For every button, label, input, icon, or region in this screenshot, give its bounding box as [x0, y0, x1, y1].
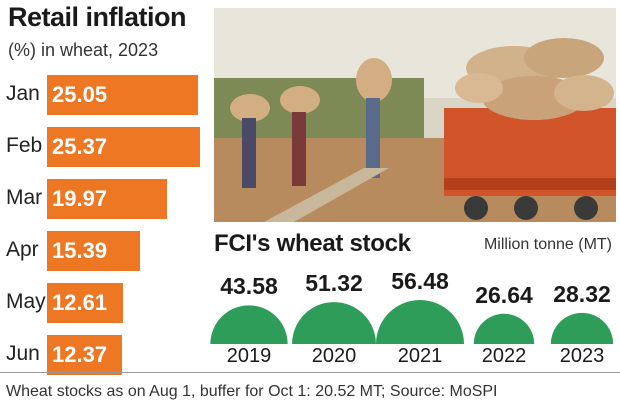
inflation-value-label: 19.97	[52, 186, 108, 211]
inflation-bar	[47, 335, 122, 375]
wheat-loading-photo	[214, 8, 616, 222]
wheat-loading-illustration	[214, 8, 616, 222]
stock-year-label: 2021	[397, 345, 443, 367]
inflation-bar	[47, 75, 198, 115]
retail-inflation-title: Retail inflation	[8, 2, 187, 32]
inflation-value-label: 25.37	[52, 134, 108, 159]
month-label: Apr	[6, 238, 39, 261]
stock-value-label: 43.58	[220, 273, 278, 300]
stock-year-label: 2020	[311, 345, 357, 367]
source-footnote: Wheat stocks as on Aug 1, buffer for Oct…	[6, 383, 498, 400]
wheat-stock-dome	[292, 302, 376, 344]
stock-value-label: 51.32	[305, 270, 363, 297]
inflation-bar-row: Jun 12.37	[0, 335, 210, 375]
inflation-bar	[47, 283, 123, 323]
wheat-stock-dome	[550, 312, 614, 344]
stock-year-label: 2023	[559, 345, 605, 367]
wheat-stock-dome	[473, 313, 535, 344]
month-label: May	[6, 290, 46, 313]
retail-inflation-subtitle: (%) in wheat, 2023	[8, 40, 159, 60]
inflation-value-label: 15.39	[52, 238, 108, 263]
stock-value-label: 26.64	[475, 281, 533, 308]
fci-wheat-stock-title: FCI's wheat stock	[214, 230, 411, 257]
wheat-stock-dome	[210, 305, 288, 344]
inflation-bar-row: Jan 25.05	[0, 75, 210, 115]
inflation-value-label: 12.61	[52, 290, 108, 315]
inflation-value-label: 12.37	[52, 342, 108, 367]
month-label: Jun	[6, 342, 40, 365]
inflation-bar	[47, 127, 200, 167]
month-label: Jan	[6, 82, 40, 105]
wheat-stock-dome	[376, 300, 464, 344]
stock-year-label: 2019	[226, 345, 272, 367]
inflation-bar-row: Mar 19.97	[0, 179, 210, 219]
inflation-value-label: 25.05	[52, 82, 108, 107]
inflation-bar-row: Apr 15.39	[0, 231, 210, 271]
wheat-stock-dome-chart	[210, 300, 614, 344]
stock-year-label: 2022	[481, 345, 527, 367]
month-label: Feb	[6, 134, 43, 157]
inflation-bar-row: May 12.61	[0, 283, 210, 323]
stock-value-label: 28.32	[553, 280, 611, 307]
inflation-bar	[47, 179, 167, 219]
stock-value-label: 56.48	[391, 268, 449, 294]
inflation-bar-row: Feb 25.37	[0, 127, 210, 167]
month-label: Mar	[6, 186, 43, 209]
footer-divider	[0, 372, 620, 373]
inflation-bar	[47, 231, 140, 271]
fci-unit-label: Million tonne (MT)	[483, 236, 612, 253]
